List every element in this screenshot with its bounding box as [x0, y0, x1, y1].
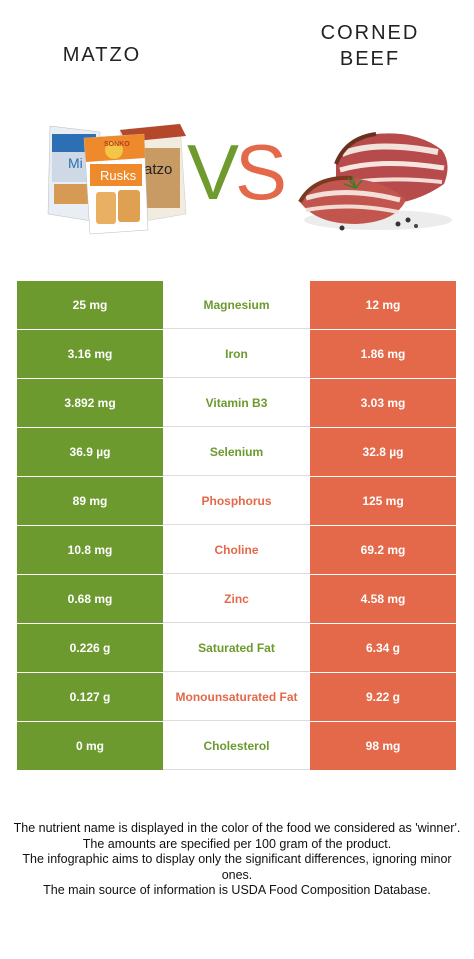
matzo-value: 10.8 mg [17, 526, 163, 574]
table-row: 0.68 mg Zinc 4.58 mg [17, 575, 456, 624]
product-front-label: Rusks [100, 168, 137, 183]
nutrient-name: Zinc [163, 575, 310, 623]
nutrient-name: Phosphorus [163, 477, 310, 525]
matzo-value: 0.226 g [17, 624, 163, 672]
matzo-value: 3.892 mg [17, 379, 163, 427]
corned-beef-value: 69.2 mg [310, 526, 456, 574]
product-back-label: atzo [144, 161, 172, 178]
product-side-label: Mi [68, 155, 83, 171]
nutrient-name: Vitamin B3 [163, 379, 310, 427]
table-row: 0.226 g Saturated Fat 6.34 g [17, 624, 456, 673]
matzo-value: 25 mg [17, 281, 163, 329]
matzo-value: 89 mg [17, 477, 163, 525]
footer-line: The infographic aims to display only the… [22, 852, 452, 882]
corned-beef-value: 3.03 mg [310, 379, 456, 427]
matzo-value: 0 mg [17, 722, 163, 770]
corned-beef-value: 4.58 mg [310, 575, 456, 623]
footer-line: The nutrient name is displayed in the co… [13, 821, 461, 835]
corned-beef-value: 125 mg [310, 477, 456, 525]
nutrient-name: Selenium [163, 428, 310, 476]
table-row: 3.892 mg Vitamin B3 3.03 mg [17, 379, 456, 428]
food-title-right-line1: CORNED [320, 22, 420, 44]
table-row: 3.16 mg Iron 1.86 mg [17, 330, 456, 379]
corned-beef-value: 1.86 mg [310, 330, 456, 378]
nutrient-name: Choline [163, 526, 310, 574]
food-title-left: MATZO [62, 44, 142, 66]
vs-v: V [186, 128, 239, 216]
nutrient-name: Cholesterol [163, 722, 310, 770]
corned-beef-value: 9.22 g [310, 673, 456, 721]
table-row: 0 mg Cholesterol 98 mg [17, 722, 456, 771]
food-title-right-line2: BEEF [339, 48, 401, 70]
product-brand-label: SONKO [104, 141, 130, 148]
matzo-image: atzo Mi SONKO Rusks [47, 123, 187, 235]
vs-s: S [235, 128, 287, 216]
food-title-right: CORNED BEEF [290, 20, 450, 72]
table-row: 36.9 µg Selenium 32.8 µg [17, 428, 456, 477]
corned-beef-value: 32.8 µg [310, 428, 456, 476]
table-row: 10.8 mg Choline 69.2 mg [17, 526, 456, 575]
vs-label: VS [180, 132, 290, 212]
corned-beef-value: 6.34 g [310, 624, 456, 672]
footer-notes: The nutrient name is displayed in the co… [10, 821, 464, 899]
matzo-value: 0.127 g [17, 673, 163, 721]
corned-beef-value: 98 mg [310, 722, 456, 770]
nutrient-name: Magnesium [163, 281, 310, 329]
nutrient-name: Monounsaturated Fat [163, 673, 310, 721]
nutrient-name: Iron [163, 330, 310, 378]
matzo-value: 3.16 mg [17, 330, 163, 378]
matzo-value: 36.9 µg [17, 428, 163, 476]
footer-line: The main source of information is USDA F… [43, 883, 431, 897]
table-row: 25 mg Magnesium 12 mg [17, 281, 456, 330]
nutrient-name: Saturated Fat [163, 624, 310, 672]
table-row: 0.127 g Monounsaturated Fat 9.22 g [17, 673, 456, 722]
table-row: 89 mg Phosphorus 125 mg [17, 477, 456, 526]
footer-line: The amounts are specified per 100 gram o… [82, 836, 392, 851]
corned-beef-image [298, 132, 452, 231]
corned-beef-value: 12 mg [310, 281, 456, 329]
comparison-table: 25 mg Magnesium 12 mg 3.16 mg Iron 1.86 mg 3.8… [17, 281, 456, 771]
matzo-value: 0.68 mg [17, 575, 163, 623]
